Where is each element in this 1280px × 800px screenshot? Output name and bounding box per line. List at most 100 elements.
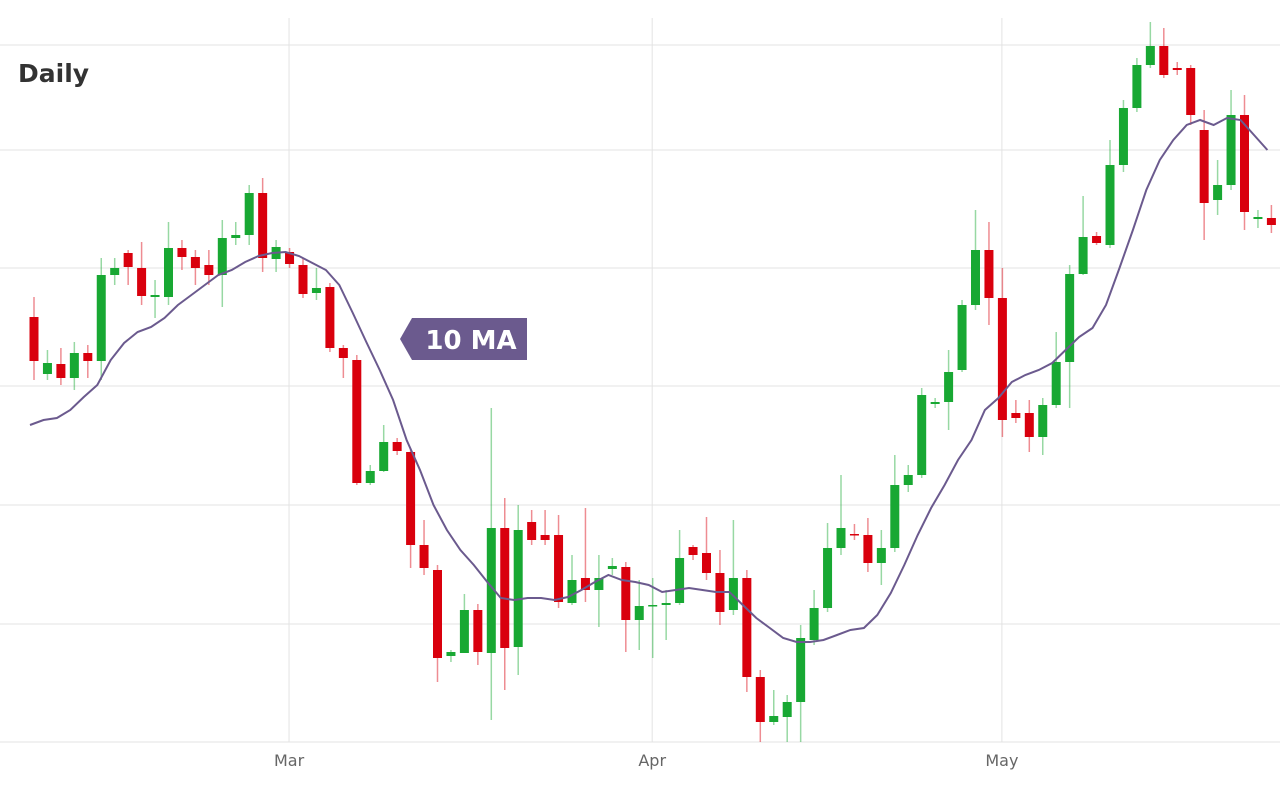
candle-body [258, 193, 268, 258]
candle-body [984, 250, 994, 298]
candle-body [1051, 362, 1061, 405]
candle-body [648, 605, 658, 607]
candle-body [123, 253, 133, 267]
candle-body [42, 363, 52, 374]
candle-body [150, 295, 160, 297]
candle-body [419, 545, 429, 568]
candle-body [29, 317, 39, 361]
candle-body [1266, 218, 1276, 225]
x-tick-label: Mar [274, 751, 305, 770]
candle-body [1065, 274, 1075, 362]
candle-body [1253, 217, 1263, 219]
candle-body [957, 305, 967, 370]
candle-body [298, 265, 308, 294]
candle-body [231, 235, 241, 238]
candles [29, 22, 1276, 742]
candle-body [500, 528, 510, 648]
candle-body [567, 580, 577, 603]
candle-body [944, 372, 954, 402]
candle-body [930, 402, 940, 404]
candle-body [823, 548, 833, 608]
candle-body [554, 535, 564, 602]
candle-body [177, 248, 187, 257]
candle-body [903, 475, 913, 485]
candle-body [1092, 236, 1102, 243]
candle-body [634, 606, 644, 620]
candle-body [688, 547, 698, 555]
candle-body [56, 364, 66, 378]
candle-body [392, 442, 402, 451]
candle-body [1159, 46, 1169, 75]
candle-body [1213, 185, 1223, 200]
candle-body [459, 610, 469, 653]
candle-body [1186, 68, 1196, 115]
candle-body [728, 578, 738, 610]
candle-body [863, 535, 873, 563]
candle-body [352, 360, 362, 483]
candle-body [1024, 413, 1034, 437]
candle-body [137, 268, 147, 296]
candle-body [433, 570, 442, 658]
candle-body [849, 534, 859, 536]
candle-body [311, 288, 321, 293]
candle-body [1132, 65, 1142, 108]
candle-body [876, 548, 886, 563]
candle-body [796, 638, 806, 702]
candle-body [917, 395, 927, 475]
grid: Mar Apr May [0, 18, 1280, 770]
candle-body [1145, 46, 1155, 65]
candle-body [406, 452, 416, 545]
candle-body [1240, 115, 1249, 212]
candle-body [971, 250, 980, 305]
candle-body [379, 442, 389, 471]
candle-body [110, 268, 120, 275]
candle-body [742, 578, 752, 677]
candle-body [702, 553, 711, 573]
moving-average-line [29, 116, 1269, 643]
overlay: 10 MA [29, 116, 1269, 643]
candle-body [1038, 405, 1048, 437]
candle-body [809, 608, 819, 640]
candle-body [325, 287, 335, 348]
annotation-label: 10 MA [425, 326, 516, 356]
candle-body [755, 677, 765, 722]
candle-body [217, 238, 227, 275]
x-tick-label: Apr [638, 751, 666, 770]
candle-body [540, 535, 550, 540]
candle-body [1226, 115, 1236, 185]
candle-body [69, 353, 79, 378]
candle-body [83, 353, 93, 361]
candle-body [365, 471, 375, 483]
candle-body [527, 522, 537, 540]
candle-body [486, 528, 496, 653]
candle-body [1118, 108, 1128, 165]
x-tick-label: May [985, 751, 1018, 770]
candle-body [513, 530, 523, 647]
candle-body [997, 298, 1007, 420]
candle-body [164, 248, 173, 297]
candle-body [580, 578, 590, 590]
candle-body [675, 558, 685, 603]
candle-body [1105, 165, 1115, 245]
candle-body [285, 252, 295, 264]
candle-body [782, 702, 792, 717]
candle-body [338, 348, 348, 358]
candle-body [1078, 237, 1088, 274]
candle-body [473, 610, 483, 652]
candle-body [190, 257, 200, 268]
candle-body [607, 566, 617, 569]
candle-body [204, 265, 214, 275]
candle-body [244, 193, 254, 235]
chart-title: Daily [18, 59, 89, 88]
candle-body [661, 603, 671, 605]
candle-body [621, 567, 631, 620]
annotation-box [400, 318, 527, 360]
candle-body [594, 578, 604, 590]
candle-body [890, 485, 900, 548]
candle-body [1172, 68, 1182, 70]
candle-body [1199, 130, 1209, 203]
candle-body [836, 528, 846, 548]
candle-body [446, 652, 456, 656]
